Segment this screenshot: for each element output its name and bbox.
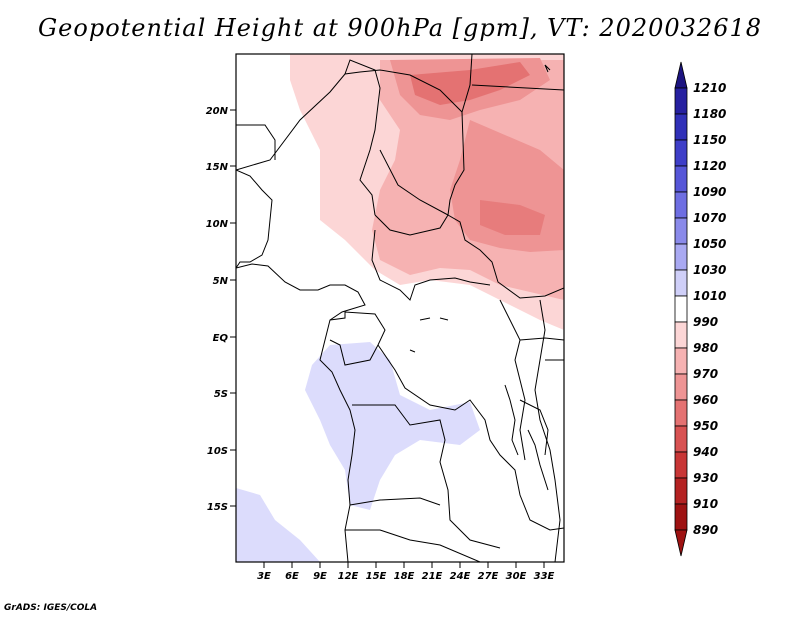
- colorbar-label: 1180: [693, 107, 726, 121]
- lat-label: 10S: [207, 446, 228, 457]
- colorbar-segment: [674, 139, 688, 167]
- colorbar-segment: [674, 451, 688, 479]
- colorbar-segment: [674, 477, 688, 505]
- colorbar-label: 1210: [693, 81, 726, 95]
- lat-label: 20N: [206, 106, 229, 117]
- lat-label: EQ: [213, 333, 229, 344]
- colorbar-segment: [674, 87, 688, 115]
- shaded-contours: [236, 54, 564, 562]
- lat-label: 15N: [206, 162, 229, 173]
- map-frame: [235, 53, 565, 563]
- lon-label: 15E: [366, 571, 387, 582]
- colorbar-bottom-arrow: [674, 529, 688, 557]
- lon-label: 3E: [257, 571, 271, 582]
- lon-label: 21E: [422, 571, 443, 582]
- colorbar-segment: [674, 269, 688, 297]
- colorbar-segments: [674, 61, 688, 557]
- lat-label: 10N: [206, 219, 229, 230]
- colorbar-label: 910: [693, 497, 718, 511]
- lat-label: 5N: [213, 276, 229, 287]
- colorbar-label: 1070: [693, 211, 726, 225]
- map-panel: [235, 53, 565, 563]
- colorbar-label: 940: [693, 445, 718, 459]
- colorbar-segment: [674, 217, 688, 245]
- lon-label: 33E: [534, 571, 555, 582]
- contour-1010-southwest: [236, 488, 320, 562]
- lon-label: 30E: [506, 571, 527, 582]
- colorbar-segment: [674, 399, 688, 427]
- colorbar-label: 950: [693, 419, 718, 433]
- colorbar-segment: [674, 503, 688, 531]
- colorbar-segment: [674, 373, 688, 401]
- lon-label: 24E: [450, 571, 471, 582]
- colorbar-label: 890: [693, 523, 718, 537]
- colorbar-segment: [674, 347, 688, 375]
- grads-credit: GrADS: IGES/COLA: [4, 603, 98, 613]
- colorbar-segment: [674, 191, 688, 219]
- colorbar-label: 1090: [693, 185, 726, 199]
- colorbar-label: 930: [693, 471, 718, 485]
- colorbar: 1210 1180 1150 1120 1090 1070 1050 1030 1010 990 9…: [674, 61, 726, 557]
- colorbar-top-arrow: [674, 61, 688, 89]
- lon-label: 9E: [313, 571, 327, 582]
- lat-label: 5S: [214, 389, 228, 400]
- colorbar-segment: [674, 165, 688, 193]
- chart-title: Geopotential Height at 900hPa [gpm], VT:…: [38, 14, 762, 42]
- colorbar-label: 1010: [693, 289, 726, 303]
- lat-label: 15S: [207, 502, 228, 513]
- lon-label: 18E: [394, 571, 415, 582]
- colorbar-label: 970: [693, 367, 718, 381]
- lon-axis: 3E 6E 9E 12E 15E 18E 21E 24E 27E 30E 33E: [257, 562, 555, 582]
- colorbar-labels: 1210 1180 1150 1120 1090 1070 1050 1030 1010 990 9…: [693, 81, 726, 537]
- colorbar-label: 1050: [693, 237, 726, 251]
- lon-label: 6E: [285, 571, 299, 582]
- lon-label: 12E: [338, 571, 359, 582]
- contour-1010-angola: [305, 342, 480, 510]
- lat-axis: 20N 15N 10N 5N EQ 5S 10S 15S: [206, 106, 236, 513]
- colorbar-label: 1150: [693, 133, 726, 147]
- colorbar-label: 1030: [693, 263, 726, 277]
- colorbar-segment: [674, 295, 688, 323]
- lon-label: 27E: [478, 571, 499, 582]
- colorbar-label: 980: [693, 341, 718, 355]
- colorbar-label: 960: [693, 393, 718, 407]
- colorbar-segment: [674, 321, 688, 349]
- colorbar-segment: [674, 243, 688, 271]
- colorbar-label: 990: [693, 315, 718, 329]
- contour-950-b: [480, 200, 545, 235]
- colorbar-segment: [674, 113, 688, 141]
- colorbar-label: 1120: [693, 159, 726, 173]
- coastlines-and-borders: [236, 54, 564, 562]
- colorbar-segment: [674, 425, 688, 453]
